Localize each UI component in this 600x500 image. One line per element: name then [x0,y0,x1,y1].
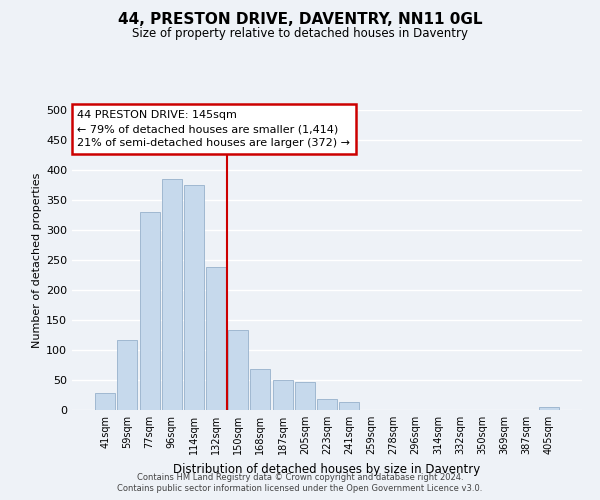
Y-axis label: Number of detached properties: Number of detached properties [32,172,42,348]
Bar [228,330,248,410]
Bar [206,267,226,410]
Bar [250,369,271,410]
Bar [118,340,137,410]
Bar [317,398,337,410]
Bar [295,382,315,410]
Bar [539,407,559,410]
Bar [184,185,204,410]
Text: 44 PRESTON DRIVE: 145sqm
← 79% of detached houses are smaller (1,414)
21% of sem: 44 PRESTON DRIVE: 145sqm ← 79% of detach… [77,110,350,148]
Text: 44, PRESTON DRIVE, DAVENTRY, NN11 0GL: 44, PRESTON DRIVE, DAVENTRY, NN11 0GL [118,12,482,28]
Text: Contains public sector information licensed under the Open Government Licence v3: Contains public sector information licen… [118,484,482,493]
Bar [272,380,293,410]
X-axis label: Distribution of detached houses by size in Daventry: Distribution of detached houses by size … [173,462,481,475]
Bar [140,212,160,410]
Text: Size of property relative to detached houses in Daventry: Size of property relative to detached ho… [132,28,468,40]
Bar [162,179,182,410]
Bar [339,402,359,410]
Bar [95,393,115,410]
Text: Contains HM Land Registry data © Crown copyright and database right 2024.: Contains HM Land Registry data © Crown c… [137,472,463,482]
